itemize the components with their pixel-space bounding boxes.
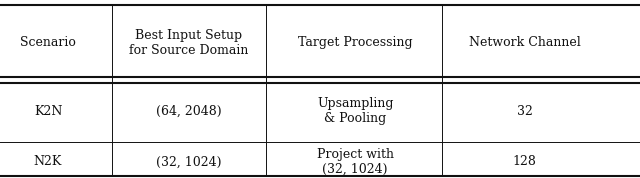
Text: Project with
(32, 1024): Project with (32, 1024) [317,148,394,176]
Text: Network Channel: Network Channel [469,36,580,49]
Text: 128: 128 [513,155,537,169]
Text: Upsampling
& Pooling: Upsampling & Pooling [317,97,394,125]
Text: (64, 2048): (64, 2048) [156,105,221,118]
Text: Target Processing: Target Processing [298,36,413,49]
Text: N2K: N2K [34,155,62,169]
Text: Scenario: Scenario [20,36,76,49]
Text: K2N: K2N [34,105,62,118]
Text: (32, 1024): (32, 1024) [156,155,221,169]
Text: Best Input Setup
for Source Domain: Best Input Setup for Source Domain [129,29,248,57]
Text: 32: 32 [517,105,532,118]
